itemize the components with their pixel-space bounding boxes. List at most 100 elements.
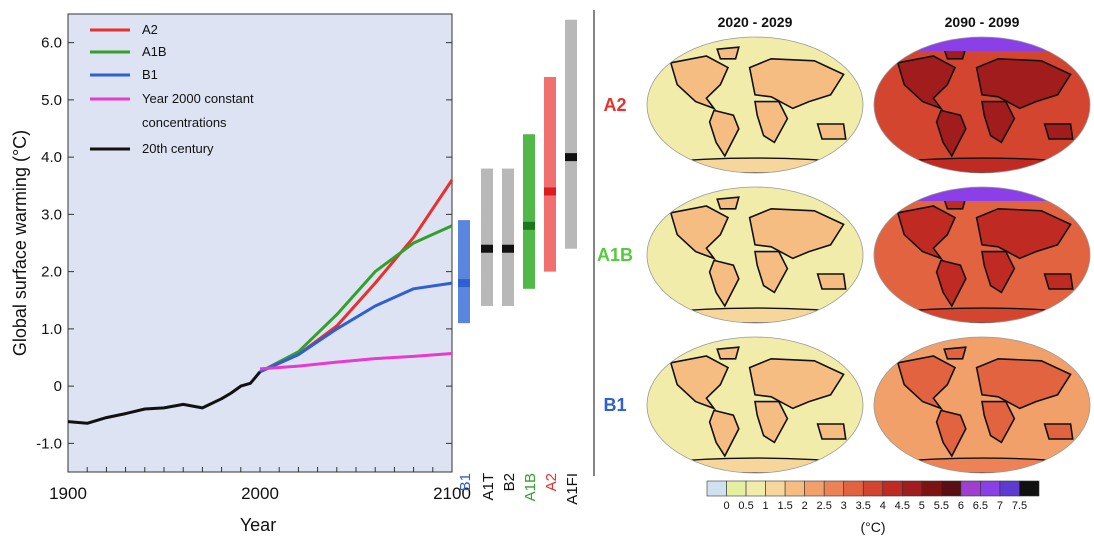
x-tick-label: 2000 bbox=[241, 484, 279, 503]
warming-map bbox=[647, 337, 863, 473]
continent-outline bbox=[896, 205, 957, 261]
continent-outline bbox=[816, 273, 847, 290]
range-bar-a2 bbox=[544, 76, 556, 272]
arctic-warming-band bbox=[874, 37, 1090, 51]
y-axis-ticks: -1.0 0 1.0 2.0 3.0 4.0 5.0 6.0 bbox=[36, 35, 452, 452]
continent-outline bbox=[708, 409, 740, 458]
colorbar-swatch bbox=[1019, 480, 1040, 497]
colorbar-tick-label: 7 bbox=[997, 500, 1003, 512]
continent-outline bbox=[748, 57, 845, 110]
colorbar-swatch bbox=[804, 480, 825, 497]
continent-outline bbox=[896, 355, 957, 411]
continent-outline bbox=[754, 250, 789, 294]
continent-outline bbox=[754, 400, 789, 444]
colorbar-swatch bbox=[901, 480, 923, 497]
map-border bbox=[646, 336, 864, 474]
colorbar-swatch bbox=[765, 480, 786, 497]
continent-outline bbox=[669, 55, 730, 111]
continent-outline bbox=[708, 109, 740, 158]
legend-label: 20th century bbox=[142, 141, 214, 156]
colorbar-swatch bbox=[745, 480, 766, 497]
line-plot-background bbox=[67, 13, 453, 473]
map-border bbox=[646, 36, 864, 174]
continent-outline bbox=[935, 109, 967, 158]
legend-label: B1 bbox=[142, 67, 158, 82]
y-tick-label: 1.0 bbox=[41, 321, 62, 338]
best-estimate-marker bbox=[481, 244, 493, 253]
legend-label: A1B bbox=[142, 44, 167, 59]
colorbar-tick-label: 4.5 bbox=[895, 500, 910, 512]
map-row-label: A2 bbox=[603, 95, 626, 115]
series-line-1 bbox=[259, 224, 453, 374]
y-tick-label: 2.0 bbox=[41, 264, 62, 281]
colorbar-swatch bbox=[726, 480, 747, 497]
y-tick-label: 0 bbox=[54, 378, 62, 395]
colorbar-tick-label: 6.5 bbox=[973, 500, 988, 512]
range-bars-panel: B1 A1T B2 A1B A2 A1FI bbox=[457, 19, 581, 505]
antarctica-outline bbox=[874, 157, 1090, 173]
map-panel: 2020 - 2029 2090 - 2099 A2 A1B B1 bbox=[597, 14, 1091, 474]
continent-outline bbox=[669, 355, 730, 411]
antarctica-outline bbox=[647, 157, 863, 173]
scenario-label: A1B bbox=[522, 473, 539, 501]
colorbar-swatch bbox=[941, 480, 962, 497]
best-estimate-marker bbox=[458, 279, 470, 288]
map-border bbox=[873, 186, 1091, 324]
continent-outline bbox=[754, 100, 789, 144]
continent-outline bbox=[716, 346, 740, 360]
continent-outline bbox=[981, 250, 1016, 294]
x-tick-label: 2100 bbox=[433, 484, 471, 503]
antarctica-outline bbox=[647, 307, 863, 323]
colorbar-swatch bbox=[706, 480, 727, 497]
y-tick-label: 6.0 bbox=[41, 35, 62, 52]
y-tick-label: 3.0 bbox=[41, 206, 62, 223]
warming-map bbox=[874, 187, 1090, 323]
antarctica-outline bbox=[647, 457, 863, 473]
warming-map bbox=[874, 37, 1090, 173]
map-border bbox=[873, 336, 1091, 474]
continent-outline bbox=[816, 423, 847, 440]
x-tick-label: 1900 bbox=[49, 484, 87, 503]
scenario-label: B1 bbox=[457, 473, 474, 491]
map-column-title: 2020 - 2029 bbox=[718, 14, 793, 30]
x-axis-label: Year bbox=[240, 515, 276, 535]
y-tick-label: -1.0 bbox=[36, 435, 62, 452]
continent-outline bbox=[716, 196, 740, 210]
continent-outline bbox=[1043, 273, 1074, 290]
colorbar-swatch bbox=[823, 480, 845, 497]
continent-outline bbox=[748, 207, 845, 260]
colorbar-swatch bbox=[882, 480, 903, 497]
best-estimate-marker bbox=[565, 153, 577, 162]
series-line-3 bbox=[259, 352, 453, 371]
continent-outline bbox=[975, 357, 1072, 410]
arctic-warming-band bbox=[874, 187, 1090, 201]
legend-label: Year 2000 constant concentrations bbox=[142, 91, 254, 130]
range-bar-b1 bbox=[458, 220, 470, 324]
warming-map bbox=[647, 37, 863, 173]
y-tick-label: 5.0 bbox=[41, 92, 62, 109]
continent-outline bbox=[981, 100, 1016, 144]
scenario-label: A1FI bbox=[564, 473, 581, 505]
antarctica-outline bbox=[874, 307, 1090, 323]
range-bar-b2 bbox=[502, 168, 514, 306]
continent-outline bbox=[816, 123, 847, 140]
range-bar-a1b bbox=[523, 134, 535, 289]
continent-outline bbox=[943, 346, 967, 360]
x-axis-ticks: 1900 2000 2100 bbox=[49, 467, 471, 503]
colorbar-tick-label: 3 bbox=[841, 500, 847, 512]
colorbar-unit: (°C) bbox=[860, 519, 885, 535]
colorbar-tick-label: 6 bbox=[958, 500, 964, 512]
colorbar-tick-label: 0.5 bbox=[738, 500, 753, 512]
scenario-label: B2 bbox=[501, 473, 518, 491]
colorbar-swatch bbox=[980, 480, 1001, 497]
y-tick-label: 4.0 bbox=[41, 149, 62, 166]
colorbar-tick-label: 1.5 bbox=[777, 500, 792, 512]
best-estimate-marker bbox=[544, 187, 556, 196]
range-bar-a1t bbox=[481, 168, 493, 306]
continent-outline bbox=[981, 400, 1016, 444]
best-estimate-marker bbox=[523, 221, 535, 230]
continent-outline bbox=[716, 46, 740, 60]
antarctica-outline bbox=[874, 457, 1090, 473]
colorbar-swatch bbox=[784, 480, 805, 497]
